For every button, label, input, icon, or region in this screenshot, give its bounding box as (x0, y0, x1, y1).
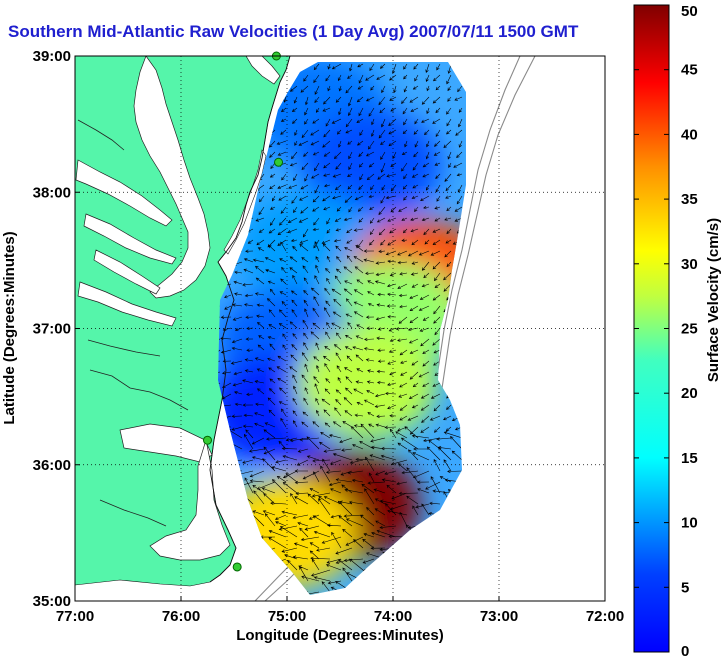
james-river (77, 281, 177, 327)
velocity-region (238, 191, 379, 302)
figure-title: Southern Mid-Atlantic Raw Velocities (1 … (8, 22, 579, 41)
inland-river-1 (89, 369, 189, 411)
lon-tick-label: 72:00 (586, 608, 624, 625)
york-river (93, 249, 161, 295)
radar-station-marker (232, 562, 242, 572)
coastline (209, 56, 291, 583)
inland-river-2 (99, 499, 167, 527)
colorbar-tick-label: 35 (681, 191, 698, 208)
x-axis-label: Longitude (Degrees:Minutes) (236, 627, 444, 644)
map-grid (75, 56, 605, 601)
latitude-ticks: 35:00 36:00 37:00 38:00 39:00 (33, 48, 80, 610)
rappahannock-river (83, 213, 177, 265)
colorbar-tick-label: 20 (681, 385, 698, 402)
colorbar-tick-label: 50 (681, 3, 698, 20)
colorbar-tick-label: 0 (681, 643, 689, 659)
radar-station-marker (274, 157, 284, 167)
colorbar-ticks: 0 5 10 15 20 25 30 35 40 45 50 (634, 3, 698, 659)
delaware-bay (245, 56, 281, 85)
lat-tick-label: 39:00 (33, 48, 71, 65)
inland-river-4 (87, 339, 161, 357)
lon-tick-label: 77:00 (56, 608, 94, 625)
lat-tick-label: 36:00 (33, 457, 71, 474)
lon-tick-label: 76:00 (162, 608, 200, 625)
colorbar-tick-label: 25 (681, 321, 698, 338)
lon-tick-label: 75:00 (268, 608, 306, 625)
chesapeake-bay (133, 56, 211, 299)
velocity-region (296, 328, 437, 438)
colorbar-gradient (633, 4, 670, 653)
colorbar-tick-label: 15 (681, 450, 698, 467)
lon-tick-label: 73:00 (480, 608, 518, 625)
potomac-river (75, 159, 173, 227)
lat-tick-label: 35:00 (33, 593, 71, 610)
lat-tick-label: 38:00 (33, 184, 71, 201)
lat-tick-label: 37:00 (33, 321, 71, 338)
colorbar: 0 5 10 15 20 25 30 35 40 45 50 Surface Velocity (c… (633, 3, 722, 659)
y-axis-label: Latitude (Degrees:Minutes) (1, 231, 18, 424)
colorbar-tick-label: 30 (681, 256, 698, 273)
colorbar-tick-label: 40 (681, 126, 698, 143)
longitude-ticks: 77:00 76:00 75:00 74:00 73:00 72:00 (56, 596, 624, 625)
radar-station-marker (203, 435, 212, 445)
colorbar-tick-label: 5 (681, 579, 689, 596)
inland-river-3 (77, 119, 125, 151)
colorbar-label: Surface Velocity (cm/s) (705, 218, 722, 382)
lon-tick-label: 74:00 (374, 608, 412, 625)
colorbar-tick-label: 10 (681, 515, 698, 532)
colorbar-tick-label: 45 (681, 62, 698, 79)
